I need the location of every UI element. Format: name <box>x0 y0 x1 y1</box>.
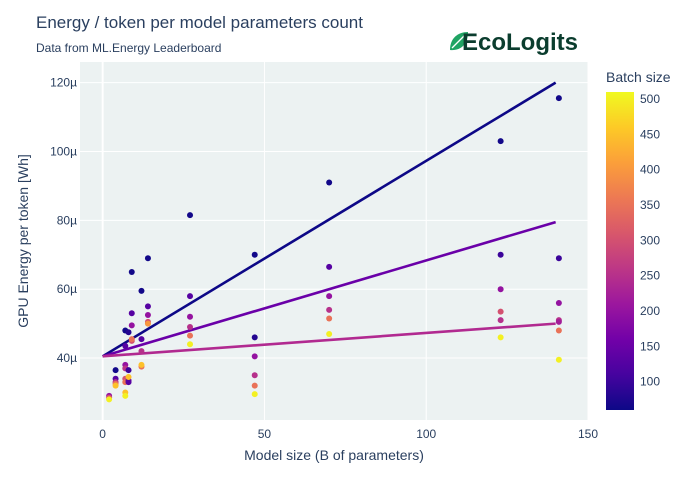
data-point <box>497 317 504 324</box>
colorbar <box>606 92 634 410</box>
data-point <box>138 336 145 343</box>
colorbar-ticks: 100 150 200 250 300 350 400 450 500 <box>640 92 660 389</box>
data-point <box>144 312 151 319</box>
data-point <box>251 334 258 341</box>
colorbar-title: Batch size <box>606 69 671 85</box>
x-tick-label: 100 <box>416 427 436 441</box>
y-tick-label: 120µ <box>50 76 77 90</box>
data-point <box>138 348 145 355</box>
x-tick-label: 150 <box>578 427 598 441</box>
data-point <box>187 313 194 320</box>
colorbar-tick-label: 450 <box>640 127 660 141</box>
colorbar-tick-label: 100 <box>640 375 660 389</box>
data-point <box>144 320 151 327</box>
data-point <box>187 293 194 300</box>
data-point <box>326 330 333 337</box>
fit-line <box>101 81 557 358</box>
colorbar-tick-label: 300 <box>640 233 660 247</box>
data-point <box>251 353 258 360</box>
chart-subtitle: Data from ML.Energy Leaderboard <box>36 41 221 55</box>
fit-line <box>102 322 556 358</box>
data-point <box>106 396 113 403</box>
data-point <box>251 372 258 379</box>
data-point <box>251 251 258 258</box>
data-point <box>125 367 132 374</box>
data-point <box>555 299 562 306</box>
data-point <box>187 212 194 219</box>
data-point <box>128 336 135 343</box>
y-tick-labels: 40µ 60µ 80µ 100µ 120µ <box>50 76 77 365</box>
y-tick-label: 40µ <box>57 351 77 365</box>
data-point <box>144 255 151 262</box>
data-point <box>555 318 562 325</box>
data-point <box>144 303 151 310</box>
colorbar-tick-label: 150 <box>640 339 660 353</box>
y-tick-label: 100µ <box>50 145 77 159</box>
fit-lines <box>101 81 557 358</box>
data-point <box>125 329 132 336</box>
data-point <box>326 315 333 322</box>
plot-background <box>80 62 588 420</box>
data-point <box>128 322 135 329</box>
data-point <box>128 268 135 275</box>
logo-text: EcoLogits <box>462 29 578 56</box>
data-points <box>106 95 562 403</box>
x-tick-label: 0 <box>99 427 106 441</box>
fit-line <box>102 220 557 358</box>
colorbar-tick-label: 250 <box>640 269 660 283</box>
data-point <box>555 327 562 334</box>
x-axis-title: Model size (B of parameters) <box>244 447 424 463</box>
data-point <box>187 341 194 348</box>
data-point <box>138 287 145 294</box>
data-point <box>112 382 119 389</box>
data-point <box>497 251 504 258</box>
data-point <box>497 334 504 341</box>
data-point <box>128 310 135 317</box>
ecologits-logo: EcoLogits <box>450 29 578 56</box>
data-point <box>497 138 504 145</box>
data-point <box>125 373 132 380</box>
data-point <box>187 324 194 331</box>
data-point <box>326 179 333 186</box>
data-point <box>112 367 119 374</box>
colorbar-tick-label: 350 <box>640 198 660 212</box>
data-point <box>555 95 562 102</box>
colorbar-tick-label: 500 <box>640 92 660 106</box>
data-point <box>187 332 194 339</box>
data-point <box>125 379 132 386</box>
x-tick-label: 50 <box>258 427 272 441</box>
data-point <box>497 308 504 315</box>
y-axis-title: GPU Energy per token [Wh] <box>15 154 31 328</box>
colorbar-tick-label: 400 <box>640 163 660 177</box>
grid <box>80 62 589 420</box>
data-point <box>251 382 258 389</box>
data-point <box>138 361 145 368</box>
data-point <box>497 286 504 293</box>
data-point <box>122 392 129 399</box>
data-point <box>326 263 333 270</box>
colorbar-tick-label: 200 <box>640 304 660 318</box>
data-point <box>326 306 333 313</box>
chart-title: Energy / token per model parameters coun… <box>36 13 363 32</box>
data-point <box>326 293 333 300</box>
y-tick-label: 60µ <box>57 282 77 296</box>
y-tick-label: 80µ <box>57 213 77 227</box>
x-tick-labels: 0 50 100 150 <box>99 427 598 441</box>
data-point <box>555 255 562 262</box>
data-point <box>122 342 129 349</box>
data-point <box>555 356 562 363</box>
data-point <box>251 391 258 398</box>
